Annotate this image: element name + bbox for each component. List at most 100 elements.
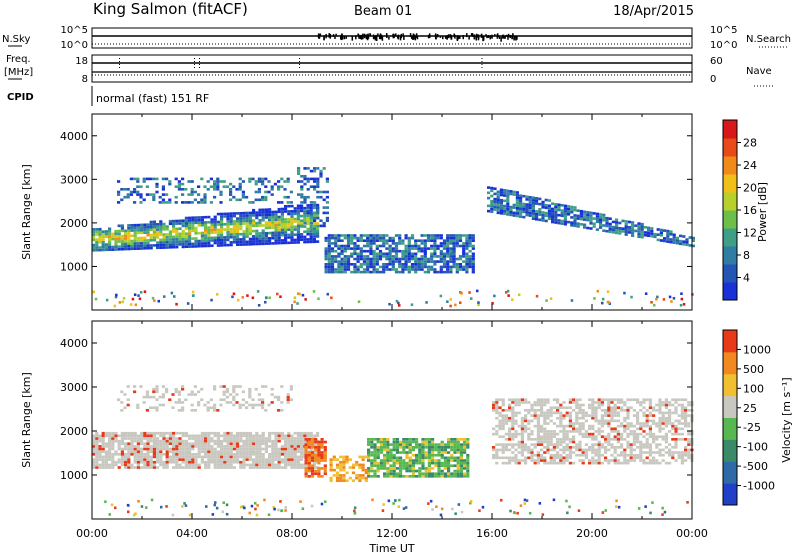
range-gate-cell: [277, 434, 281, 438]
range-gate-cell: [487, 196, 491, 200]
range-gate-cell: [264, 466, 268, 469]
range-gate-cell: [124, 234, 128, 238]
range-gate-cell: [520, 435, 524, 439]
range-gate-cell: [656, 233, 660, 237]
range-gate-cell: [258, 224, 262, 227]
range-gate-cell: [398, 249, 402, 253]
range-gate-cell: [290, 217, 294, 221]
range-gate-cell: [517, 461, 521, 465]
range-gate-cell: [462, 255, 466, 258]
range-gate-cell: [629, 451, 633, 454]
range-gate-cell: [239, 463, 243, 467]
range-gate-cell: [462, 265, 466, 269]
range-gate-cell: [459, 446, 463, 449]
range-gate-cell: [324, 265, 328, 269]
range-gate-cell: [293, 437, 297, 440]
range-gate-cell: [261, 463, 265, 467]
range-gate-cell: [648, 411, 652, 415]
range-gate-cell: [207, 221, 211, 224]
range-gate-cell: [251, 398, 255, 402]
range-gate-cell: [491, 302, 494, 305]
range-gate-cell: [613, 438, 617, 441]
range-gate-cell: [310, 504, 314, 508]
range-gate-cell: [399, 472, 403, 476]
range-gate-cell: [421, 438, 425, 441]
range-gate-cell: [394, 244, 399, 248]
range-gate-cell: [156, 230, 160, 234]
range-gate-cell: [101, 243, 105, 247]
range-gate-cell: [229, 460, 233, 464]
range-gate-cell: [317, 469, 321, 473]
range-gate-cell: [207, 437, 211, 440]
range-gate-cell: [610, 459, 614, 462]
range-gate-cell: [616, 440, 620, 444]
range-gate-cell: [108, 513, 111, 516]
noise-spike: [509, 34, 512, 39]
range-gate-cell: [581, 459, 585, 462]
range-gate-cell: [427, 440, 431, 444]
noise-spike: [491, 34, 493, 38]
range-gate-cell: [636, 416, 640, 420]
range-gate-cell: [175, 442, 179, 446]
range-gate-cell: [536, 451, 540, 454]
range-gate-cell: [124, 242, 128, 246]
range-gate-cell: [239, 439, 243, 443]
range-gate-cell: [583, 213, 587, 216]
range-gate-cell: [316, 209, 320, 212]
range-gate-cell: [309, 224, 313, 228]
range-gate-cell: [626, 453, 630, 457]
range-gate-cell: [104, 235, 108, 239]
range-gate-cell: [395, 451, 399, 454]
range-gate-cell: [493, 200, 497, 204]
range-gate-cell: [605, 216, 609, 220]
range-gate-cell: [242, 458, 246, 461]
range-gate-cell: [274, 239, 278, 242]
range-gate-cell: [108, 235, 112, 238]
range-gate-cell: [373, 451, 377, 454]
range-gate-cell: [453, 472, 457, 476]
range-gate-cell: [568, 438, 572, 441]
range-gate-cell: [466, 461, 470, 465]
range-gate-cell: [277, 215, 281, 219]
range-gate-cell: [181, 224, 185, 228]
range-gate-cell: [680, 451, 684, 454]
range-gate-cell: [647, 231, 651, 235]
range-gate-cell: [258, 453, 262, 456]
range-gate-cell: [594, 438, 598, 441]
range-gate-cell: [300, 445, 304, 448]
range-gate-cell: [495, 401, 499, 404]
range-gate-cell: [677, 422, 681, 425]
range-gate-cell: [490, 189, 494, 193]
noise-spike: [485, 34, 487, 37]
range-gate-cell: [165, 233, 169, 236]
range-gate-cell: [501, 416, 505, 420]
range-gate-cell: [238, 177, 242, 181]
range-gate-cell: [581, 411, 585, 415]
range-gate-cell: [184, 221, 188, 225]
range-gate-cell: [286, 401, 290, 404]
range-gate-cell: [687, 424, 691, 428]
noise-spike: [332, 34, 335, 37]
range-gate-cell: [145, 390, 149, 394]
range-gate-cell: [627, 231, 631, 234]
range-gate-cell: [277, 201, 281, 204]
range-gate-cell: [458, 255, 463, 258]
range-gate-cell: [551, 215, 555, 219]
range-gate-cell: [130, 434, 134, 438]
range-gate-cell: [192, 294, 195, 297]
range-gate-cell: [105, 298, 109, 302]
range-gate-cell: [648, 446, 652, 449]
range-gate-cell: [101, 458, 105, 461]
range-gate-cell: [426, 268, 431, 271]
range-gate-cell: [204, 221, 208, 224]
range-gate-cell: [301, 293, 305, 297]
range-gate-cell: [306, 232, 310, 236]
range-gate-cell: [257, 188, 261, 191]
range-gate-cell: [181, 245, 185, 249]
range-gate-cell: [317, 443, 321, 446]
range-gate-cell: [306, 240, 310, 244]
range-gate-cell: [190, 390, 194, 394]
range-gate-cell: [645, 419, 649, 423]
range-gate-cell: [645, 456, 649, 460]
range-gate-cell: [284, 434, 288, 438]
